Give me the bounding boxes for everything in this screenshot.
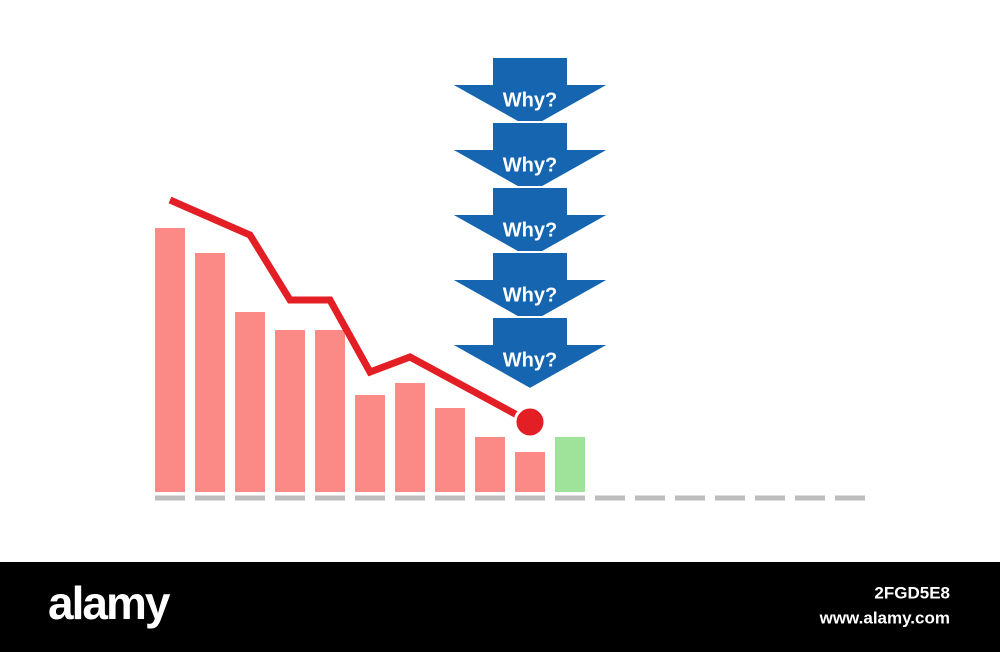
trend-end-dot (513, 405, 547, 439)
bar (515, 452, 545, 492)
bar (475, 437, 505, 492)
why-arrow (446, 121, 614, 196)
why-label: Why? (503, 154, 557, 176)
why-arrow (446, 186, 614, 261)
bar (395, 383, 425, 492)
why-arrow (446, 251, 614, 326)
image-id: 2FGD5E8 (874, 583, 950, 602)
trend-line (168, 196, 532, 426)
url: www.alamy.com (819, 608, 950, 627)
bar (275, 330, 305, 492)
brand: alamy (48, 577, 171, 629)
why-arrow (446, 56, 614, 131)
bar (315, 330, 345, 492)
why-label: Why? (503, 284, 557, 306)
footer-band (0, 562, 1000, 652)
bar (195, 253, 225, 492)
why-label: Why? (503, 219, 557, 241)
bar (555, 437, 585, 492)
bar (155, 228, 185, 492)
why-label: Why? (503, 89, 557, 111)
why-arrow (446, 316, 614, 391)
why-label: Why? (503, 349, 557, 371)
bar (355, 395, 385, 492)
bar (435, 408, 465, 492)
bar (235, 312, 265, 492)
